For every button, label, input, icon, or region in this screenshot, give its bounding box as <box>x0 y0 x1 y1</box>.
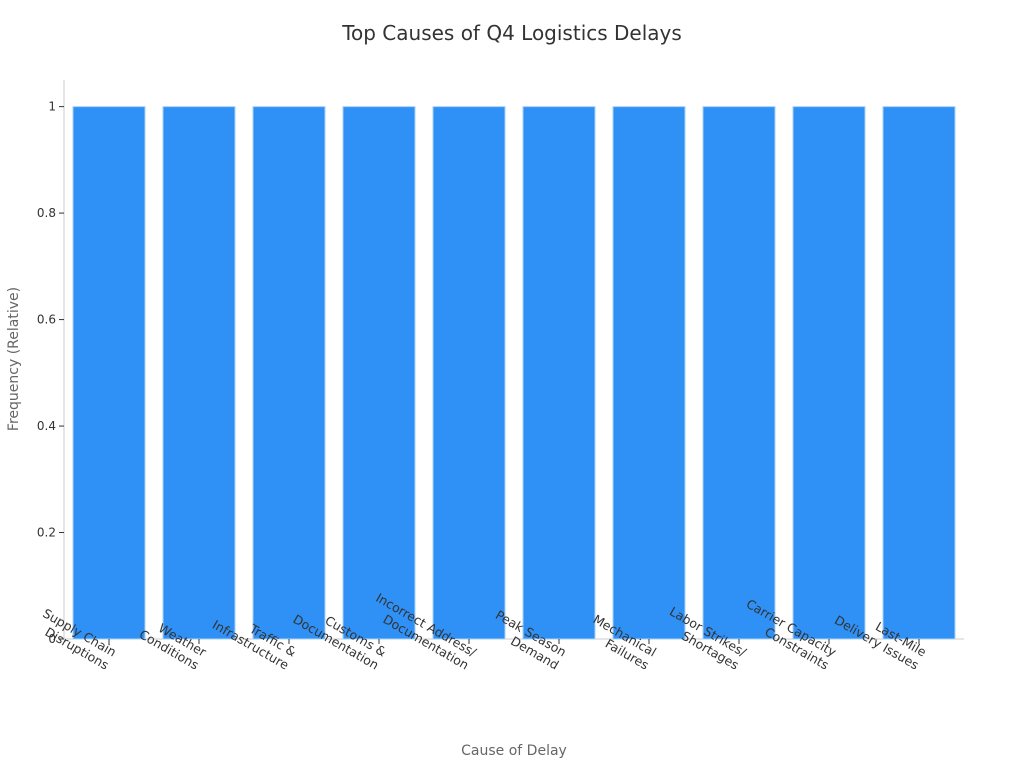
bar <box>72 106 146 640</box>
bar <box>612 106 686 640</box>
bar <box>792 106 866 640</box>
y-tick-label: 1 <box>48 100 56 114</box>
bar <box>882 106 956 640</box>
bar <box>522 106 596 640</box>
chart-title: Top Causes of Q4 Logistics Delays <box>341 21 682 45</box>
y-tick-label: 0.2 <box>37 526 56 540</box>
y-tick-label: 0.6 <box>37 313 56 327</box>
bar <box>342 106 416 640</box>
y-tick-label: 0.4 <box>37 419 56 433</box>
y-tick-label: 0 <box>48 632 56 646</box>
bar <box>252 106 326 640</box>
y-axis-ticks: 0 0.2 0.4 0.6 0.8 1 <box>37 100 64 646</box>
bars-group <box>72 106 956 640</box>
bar <box>162 106 236 640</box>
bar <box>702 106 776 640</box>
x-axis-title: Cause of Delay <box>461 743 567 759</box>
y-axis-title: Frequency (Relative) <box>6 287 22 431</box>
bar <box>432 106 506 640</box>
y-tick-label: 0.8 <box>37 206 56 220</box>
